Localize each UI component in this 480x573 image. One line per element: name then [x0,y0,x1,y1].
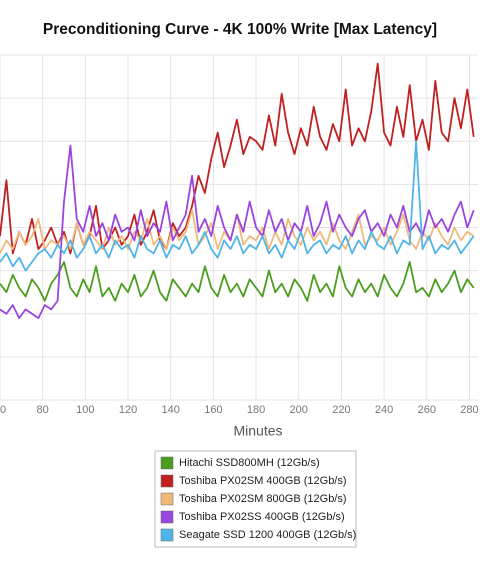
data-line [0,144,475,319]
x-axis: 60 80 100 120 140 160 180 200 220 240 260 280 [0,404,479,416]
chart-title: Preconditioning Curve - 4K 100% Write [M… [43,21,437,38]
legend-label: Toshiba PX02SM 800GB (12Gb/s) [179,493,347,505]
x-tick-label: 80 [37,404,49,416]
x-tick-label: 260 [418,404,436,416]
legend: Hitachi SSD800MH (12Gb/s) Toshiba PX02SM … [160,456,356,542]
x-tick-label: 100 [76,404,94,416]
x-tick-label: 220 [332,404,350,416]
legend-swatch [160,510,174,524]
x-tick-label: 140 [162,404,180,416]
legend-label: Seagate SSD 1200 400GB (12Gb/s) [179,529,356,541]
plot-area [0,62,475,319]
legend-swatch [160,474,174,488]
data-line [0,140,475,272]
data-line [0,261,475,302]
legend-swatch [160,456,174,470]
legend-swatch [160,528,174,542]
legend-label: Toshiba PX02SM 400GB (12Gb/s) [179,475,347,487]
x-axis-label: Minutes [233,423,282,439]
legend-label: Hitachi SSD800MH (12Gb/s) [179,457,320,469]
x-tick-label: 240 [375,404,393,416]
x-tick-label: 120 [119,404,137,416]
x-tick-label: 280 [460,404,478,416]
legend-swatch [160,492,174,506]
x-tick-label: 160 [204,404,222,416]
x-tick-label: 200 [290,404,308,416]
x-tick-label: 60 [0,404,6,416]
x-tick-label: 180 [247,404,265,416]
legend-label: Toshiba PX02SS 400GB (12Gb/s) [179,511,345,523]
legend-box [154,450,357,548]
